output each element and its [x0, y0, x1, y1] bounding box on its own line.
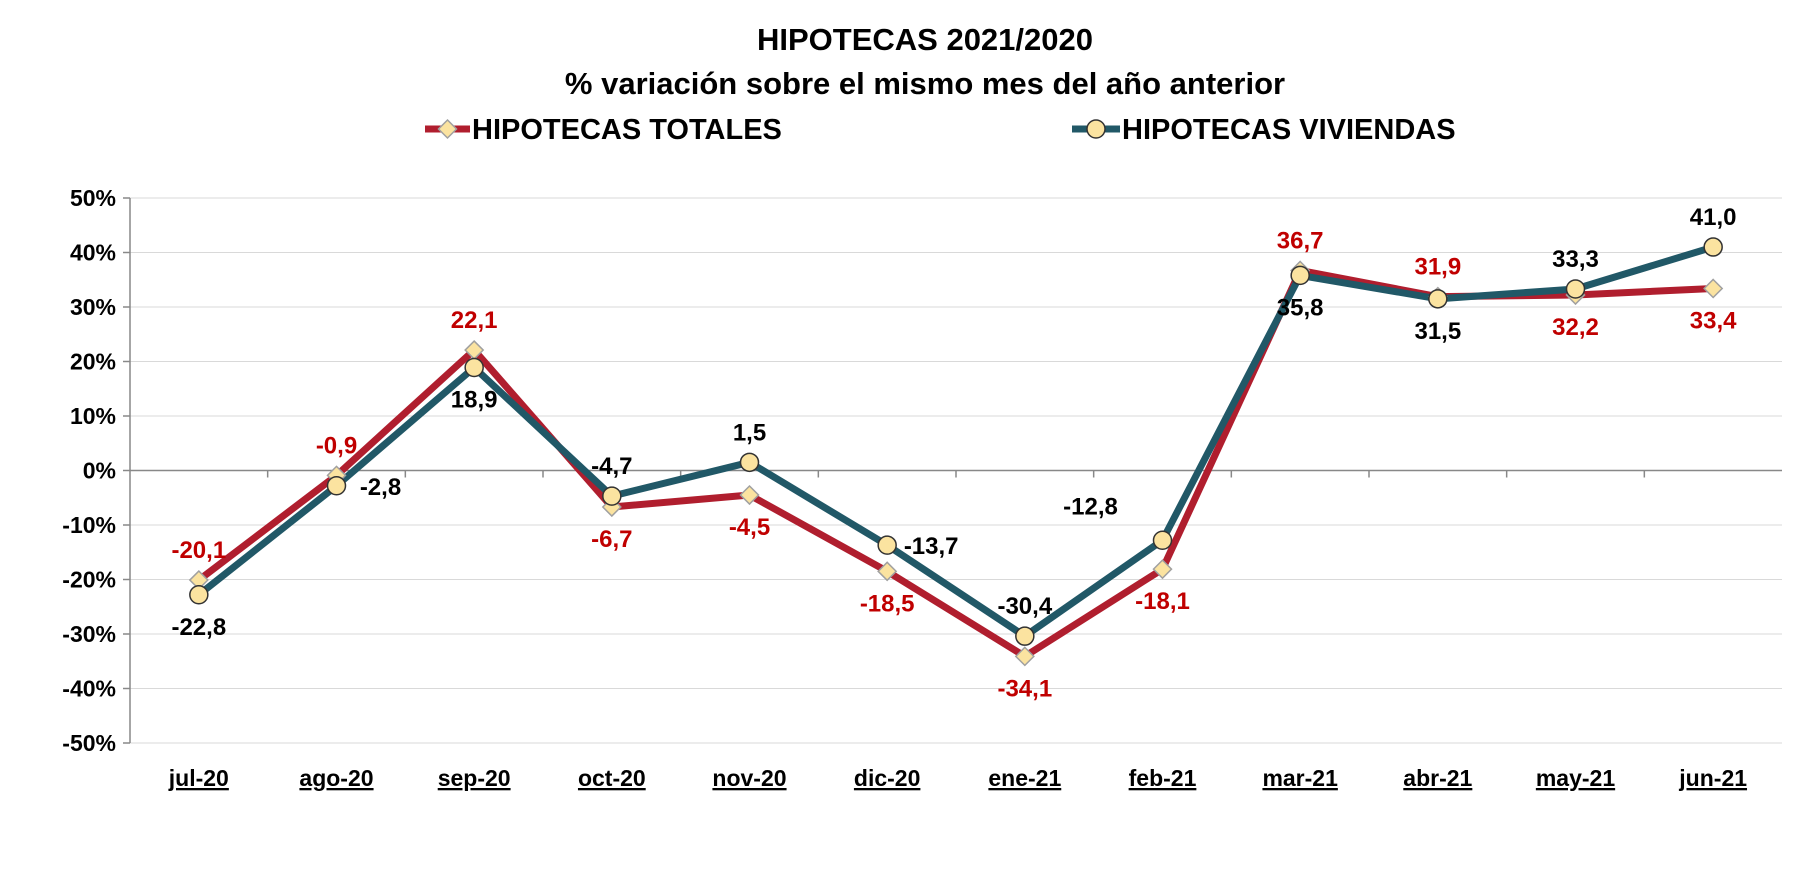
x-tick-label: oct-20	[578, 765, 646, 791]
chart-subtitle: % variación sobre el mismo mes del año a…	[565, 66, 1285, 101]
x-tick-label: ago-20	[299, 765, 373, 791]
marker-circle	[1290, 265, 1310, 286]
data-labels: -20,1 -0,9 22,1 -6,7 -4,5 -18,5 -34,1 -18,1 36,7…	[171, 204, 1737, 702]
marker-circle	[464, 357, 484, 378]
data-label: 18,9	[451, 386, 498, 413]
series-lines	[196, 243, 1715, 660]
x-tick-label: feb-21	[1129, 765, 1197, 791]
x-tick-label: dic-20	[854, 765, 920, 791]
data-label: -13,7	[904, 533, 959, 560]
y-tick-label: -30%	[62, 621, 116, 647]
y-tick-label: -10%	[62, 512, 116, 538]
data-label: -4,5	[729, 514, 770, 541]
data-label: 22,1	[451, 307, 498, 334]
x-axis-ticks: jul-20 ago-20 sep-20 oct-20 nov-20 dic-20 ene-…	[168, 765, 1747, 791]
marker-diamond	[1014, 646, 1035, 667]
data-label: -4,7	[591, 453, 632, 480]
axes	[123, 197, 1782, 744]
marker-diamond	[1152, 559, 1173, 580]
marker-circle	[1703, 237, 1723, 257]
gridlines	[130, 197, 1782, 744]
marker-circle	[877, 535, 897, 555]
chart-title: HIPOTECAS 2021/2020	[757, 22, 1093, 57]
y-tick-label: 50%	[70, 185, 116, 211]
data-label: 35,8	[1277, 294, 1324, 321]
y-tick-label: 0%	[83, 458, 116, 484]
marker-circle	[602, 486, 622, 506]
legend-label-totales: HIPOTECAS TOTALES	[472, 114, 782, 146]
y-tick-label: 10%	[70, 403, 116, 429]
data-label: 33,4	[1690, 307, 1737, 334]
data-label: 31,5	[1414, 318, 1461, 345]
legend-label-viviendas: HIPOTECAS VIVIENDAS	[1122, 114, 1456, 146]
data-label: -12,8	[1063, 493, 1118, 520]
x-tick-label: jun-21	[1678, 765, 1747, 791]
x-tick-label: mar-21	[1262, 765, 1338, 791]
series-line-0	[196, 266, 1714, 660]
data-label: -22,8	[171, 614, 226, 641]
marker-diamond	[877, 561, 898, 582]
data-label: 36,7	[1277, 227, 1324, 254]
y-tick-label: 20%	[70, 349, 116, 375]
y-tick-label: 40%	[70, 240, 116, 266]
x-tick-label: nov-20	[712, 765, 786, 791]
series-line-1	[196, 243, 1715, 640]
legend: HIPOTECAS TOTALES HIPOTECAS VIVIENDAS	[425, 114, 1456, 146]
data-label: -18,1	[1135, 588, 1190, 615]
x-tick-label: abr-21	[1403, 765, 1472, 791]
data-label: -0,9	[316, 432, 357, 459]
data-label: -18,5	[860, 590, 915, 617]
data-label: -6,7	[591, 526, 632, 553]
marker-circle	[739, 452, 760, 473]
marker-diamond	[739, 484, 760, 506]
x-tick-label: may-21	[1536, 765, 1615, 791]
data-label: -30,4	[997, 593, 1052, 620]
legend-marker-totales	[437, 118, 458, 140]
y-tick-label: -20%	[62, 567, 116, 593]
data-label: 1,5	[733, 419, 766, 446]
marker-circle	[1015, 626, 1035, 646]
marker-circle	[1152, 530, 1173, 551]
data-label: -2,8	[360, 474, 401, 501]
y-tick-label: -50%	[62, 730, 116, 756]
legend-marker-viviendas	[1086, 119, 1106, 139]
y-axis-ticks: 50% 40% 30% 20% 10% 0% -10% -20% -30% -40% -50%	[62, 185, 116, 756]
data-label: 32,2	[1552, 314, 1599, 341]
y-tick-label: -40%	[62, 676, 116, 702]
marker-circle	[326, 476, 347, 496]
marker-circle	[189, 585, 209, 605]
data-label: 33,3	[1552, 246, 1599, 273]
marker-circle	[1565, 279, 1586, 299]
data-label: 41,0	[1690, 204, 1737, 231]
data-label: 31,9	[1414, 254, 1461, 281]
marker-diamond	[1703, 278, 1724, 299]
marker-circle	[1428, 289, 1448, 309]
series-markers	[188, 237, 1724, 667]
data-label: -34,1	[997, 675, 1052, 702]
x-tick-label: jul-20	[168, 765, 229, 791]
x-tick-label: sep-20	[438, 765, 511, 791]
y-tick-label: 30%	[70, 294, 116, 320]
data-label: -20,1	[171, 537, 226, 564]
x-tick-label: ene-21	[988, 765, 1061, 791]
